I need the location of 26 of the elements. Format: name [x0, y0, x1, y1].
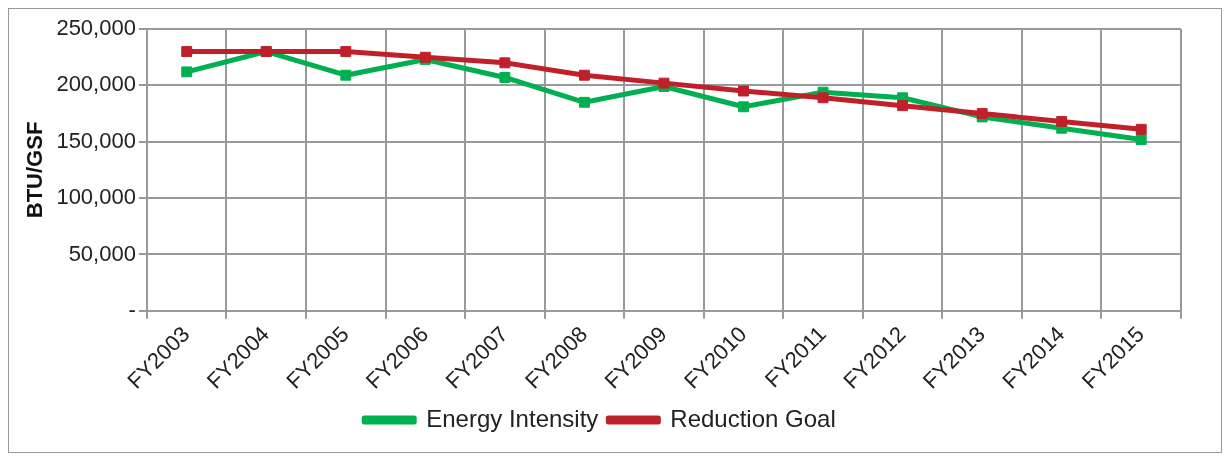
point [499, 57, 511, 69]
point [340, 46, 352, 57]
y-tick-label: - [128, 296, 136, 322]
y-tick-label: 100,000 [56, 184, 136, 210]
point [181, 66, 193, 78]
y-axis-title: BTU/GSF [22, 121, 48, 219]
point [658, 77, 670, 89]
y-tick-label: 250,000 [56, 15, 136, 41]
point [1135, 123, 1147, 135]
point [738, 85, 749, 97]
point [738, 101, 749, 113]
y-tick-label: 50,000 [68, 240, 136, 266]
point [499, 72, 511, 83]
point [340, 69, 352, 81]
point [897, 100, 909, 112]
point [578, 69, 590, 81]
legend-label: Energy Intensity [426, 404, 599, 432]
y-tick-label: 200,000 [56, 71, 136, 97]
legend-label: Reduction Goal [670, 404, 836, 432]
y-tick-label: 150,000 [56, 127, 136, 153]
point [1056, 116, 1068, 127]
point [1135, 134, 1147, 145]
point [578, 96, 590, 108]
point [181, 46, 193, 57]
point [976, 108, 988, 119]
point [817, 92, 829, 104]
